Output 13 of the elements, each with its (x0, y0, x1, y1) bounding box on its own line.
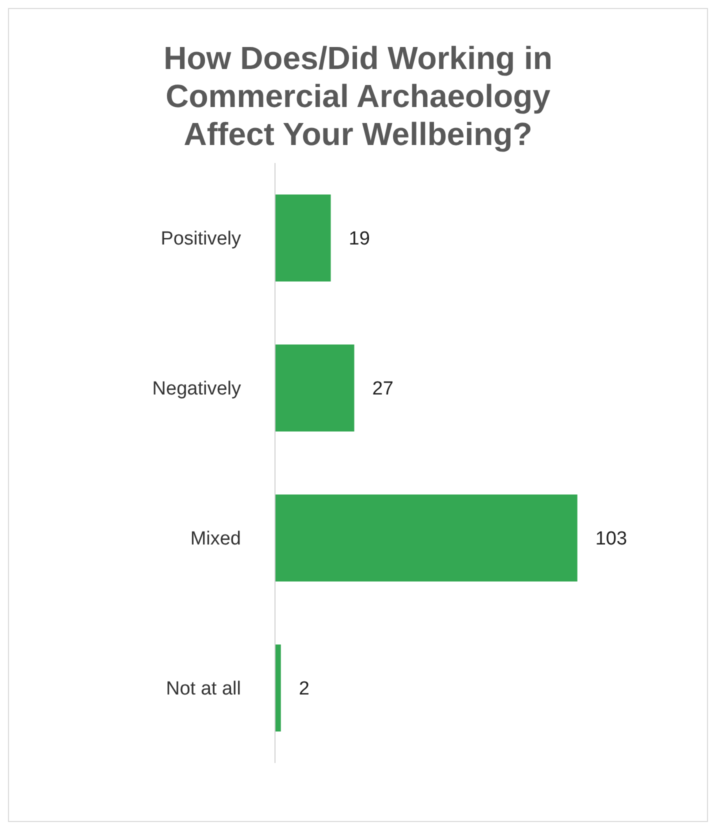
data-label: 2 (298, 678, 310, 700)
data-label: 27 (372, 378, 394, 400)
bar (275, 344, 354, 432)
y-tick-label: Positively (160, 228, 242, 250)
bar (275, 194, 331, 282)
bar (275, 644, 281, 732)
y-tick-label: Not at all (166, 678, 241, 700)
y-tick-label: Mixed (190, 528, 241, 550)
data-label: 19 (348, 228, 370, 250)
chart-title: How Does/Did Working in Commercial Archaeology Affect Your Wellbeing? (162, 39, 554, 153)
data-label: 103 (595, 528, 628, 550)
y-tick-label: Negatively (152, 378, 242, 400)
bar (275, 494, 578, 582)
